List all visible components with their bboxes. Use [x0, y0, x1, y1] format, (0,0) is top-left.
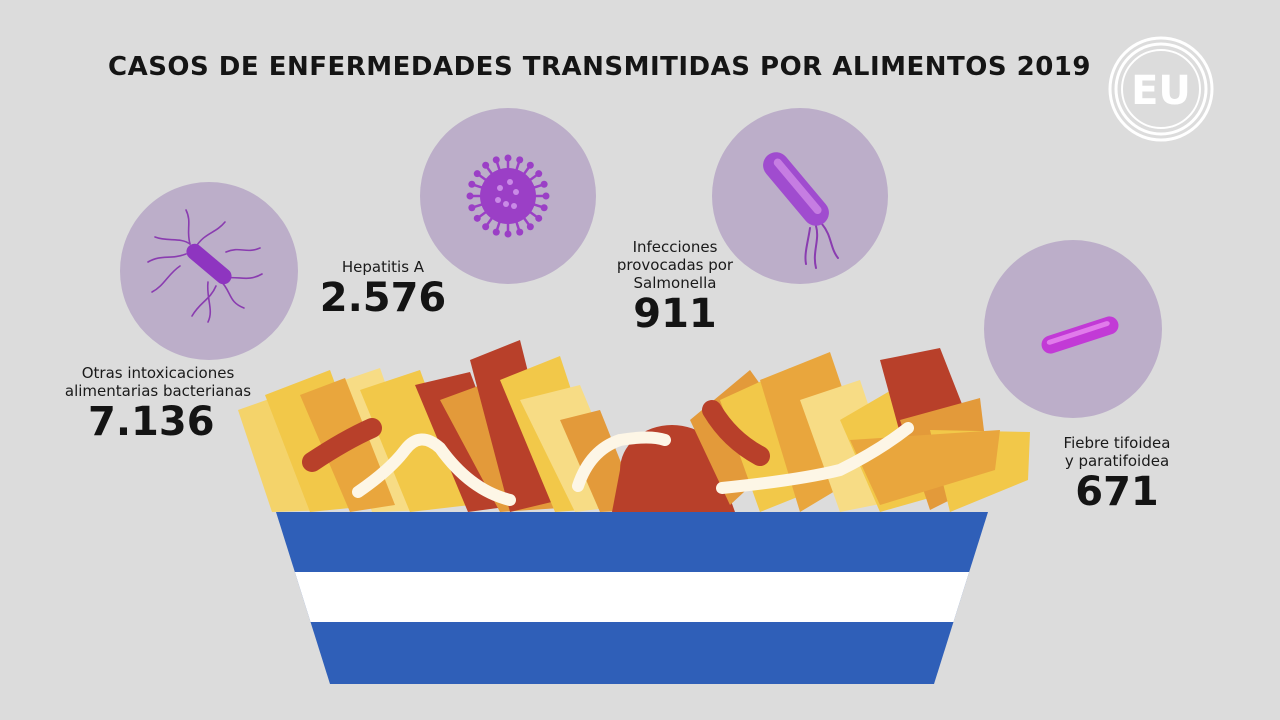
virus-icon [420, 108, 596, 284]
bacillus-icon [984, 240, 1162, 418]
logo-text: EU [1131, 68, 1191, 114]
stat-salmonella: Infecciones provocadas por Salmonella 91… [600, 238, 750, 336]
bacteria-flagella-icon [120, 182, 298, 360]
stat-label: Fiebre tifoidea y paratifoidea [1063, 434, 1171, 470]
stat-value: 671 [1075, 469, 1159, 515]
stat-value: 2.576 [319, 275, 447, 321]
stat-hepatitis-a: Hepatitis A 2.576 [318, 258, 448, 320]
stat-fiebre-tifoidea: Fiebre tifoidea y paratifoidea 671 [1052, 434, 1182, 514]
stat-label: Infecciones provocadas por Salmonella [616, 238, 734, 292]
stat-label: Hepatitis A [341, 258, 425, 276]
salmonella-icon [712, 108, 888, 284]
page-title: CASOS DE ENFERMEDADES TRANSMITIDAS POR A… [108, 52, 1091, 82]
stat-otras-intoxicaciones: Otras intoxicaciones alimentarias bacter… [58, 364, 258, 444]
eu-logo-icon: EU [1108, 36, 1214, 142]
stat-value: 7.136 [88, 399, 215, 445]
stat-value: 911 [633, 291, 717, 337]
stat-label: Otras intoxicaciones alimentarias bacter… [64, 364, 252, 400]
